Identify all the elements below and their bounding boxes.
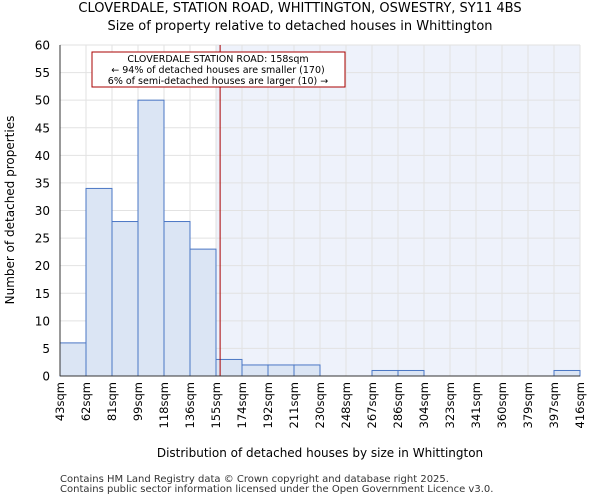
chart-title: CLOVERDALE, STATION ROAD, WHITTINGTON, O… xyxy=(78,1,522,16)
bar-192sqm xyxy=(267,364,295,377)
x-tick-label: 81sqm xyxy=(105,382,119,421)
x-tick-label: 230sqm xyxy=(313,382,327,428)
bar-286sqm xyxy=(397,369,425,377)
y-tick-label: 20 xyxy=(35,259,50,273)
axes xyxy=(59,45,580,377)
chart-subtitle: Size of property relative to detached ho… xyxy=(107,19,493,34)
bar-81sqm xyxy=(111,221,139,377)
x-tick-label: 360sqm xyxy=(495,382,509,428)
y-tick-label: 50 xyxy=(35,94,50,108)
x-tick-label: 304sqm xyxy=(417,382,431,428)
x-tick-label: 99sqm xyxy=(131,382,145,421)
x-tick-label: 174sqm xyxy=(235,382,249,428)
bars xyxy=(59,99,581,377)
x-tick-labels: 43sqm 62sqm 81sqm 99sqm 118sqm 136sqm 155sqm 17… xyxy=(53,382,587,428)
x-tick-label: 43sqm xyxy=(53,382,67,421)
x-tick-label: 416sqm xyxy=(573,382,587,428)
y-tick-label: 45 xyxy=(35,121,50,135)
footer-copyright: Contains HM Land Registry data © Crown c… xyxy=(60,474,449,485)
x-tick-label: 323sqm xyxy=(443,382,457,428)
y-tick-label: 55 xyxy=(35,66,50,80)
footer-licence: Contains public sector information licen… xyxy=(60,484,494,495)
y-tick-label: 30 xyxy=(35,204,50,218)
bar-43sqm xyxy=(59,342,87,377)
bar-267sqm xyxy=(371,369,399,377)
y-tick-labels: 0 5 10 15 20 25 30 35 40 45 50 55 60 xyxy=(35,39,50,384)
y-axis-label: Number of detached properties xyxy=(3,116,17,305)
y-tick-label: 15 xyxy=(35,287,50,301)
bar-118sqm xyxy=(163,221,191,377)
x-tick-label: 62sqm xyxy=(79,382,93,421)
bar-62sqm xyxy=(85,187,113,377)
x-tick-label: 248sqm xyxy=(339,382,353,428)
annotation-line-2: ← 94% of detached houses are smaller (17… xyxy=(111,65,324,76)
x-tick-label: 155sqm xyxy=(209,382,223,428)
x-tick-label: 286sqm xyxy=(391,382,405,428)
bar-99sqm xyxy=(137,99,165,377)
annotation-line-3: 6% of semi-detached houses are larger (1… xyxy=(108,76,328,87)
x-tick-label: 118sqm xyxy=(157,382,171,428)
x-tick-label: 136sqm xyxy=(183,382,197,428)
x-tick-label: 267sqm xyxy=(365,382,379,428)
y-tick-label: 25 xyxy=(35,232,50,246)
x-tick-label: 192sqm xyxy=(261,382,275,428)
bar-211sqm xyxy=(293,364,321,377)
x-tick-label: 397sqm xyxy=(547,382,561,428)
annotation-line-1: CLOVERDALE STATION ROAD: 158sqm xyxy=(127,54,308,65)
annotation-box: CLOVERDALE STATION ROAD: 158sqm ← 94% of… xyxy=(91,51,346,88)
bar-397sqm xyxy=(553,369,581,377)
y-tick-label: 60 xyxy=(35,39,50,53)
y-tick-label: 0 xyxy=(42,370,50,384)
x-tick-label: 379sqm xyxy=(521,382,535,428)
bar-136sqm xyxy=(189,248,217,377)
y-tick-label: 5 xyxy=(42,342,50,356)
x-axis-label: Distribution of detached houses by size … xyxy=(157,446,483,460)
y-tick-label: 35 xyxy=(35,176,50,190)
y-tick-label: 10 xyxy=(35,314,50,328)
x-tick-label: 341sqm xyxy=(469,382,483,428)
y-tick-label: 40 xyxy=(35,149,50,163)
annotation-border xyxy=(91,51,346,88)
bar-174sqm xyxy=(241,364,269,377)
x-tick-label: 211sqm xyxy=(287,382,301,428)
